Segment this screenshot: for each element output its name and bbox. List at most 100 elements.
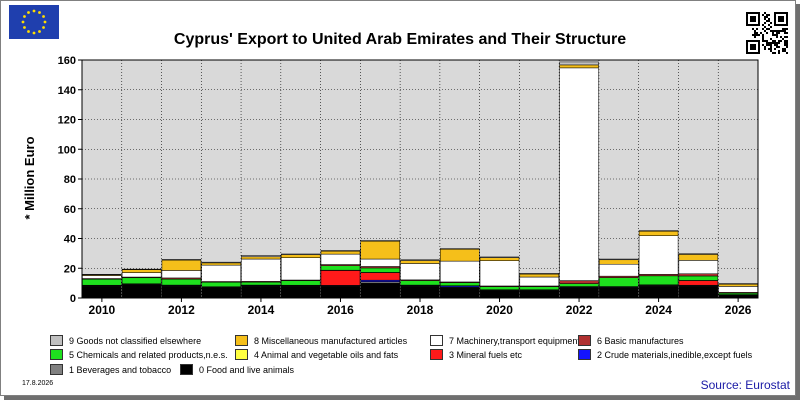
y-tick-label: 120 [58,115,76,127]
bar-segment [400,260,440,264]
chart-title: Cyprus' Export to United Arab Emirates a… [173,31,627,48]
bar-segment [519,286,560,290]
bar-segment [599,263,639,277]
x-tick-label: 2012 [168,303,195,317]
bar-segment [638,285,679,299]
bar-segment [678,275,719,281]
bar-segment [82,275,122,279]
bar-segment [599,277,639,287]
flag-star [23,26,26,29]
y-tick-label: 140 [58,85,76,97]
bar-segment [280,285,321,299]
bar-segment [241,255,281,258]
bar-segment [678,280,719,286]
bar-segment [599,287,639,299]
bar-segment [320,270,361,286]
bar-segment [161,270,202,279]
bar-segment [121,269,162,273]
bar-segment [320,265,361,271]
bar-segment [320,250,361,252]
bar-segment [638,275,679,286]
bar-segment [82,279,122,286]
bar-segment [360,240,400,242]
bar-segment [121,277,162,284]
x-tick-label: 2024 [645,303,672,317]
x-tick-label: 2016 [327,303,354,317]
bar-segment [479,260,520,287]
flag-star [42,26,45,29]
bar-segment [440,248,480,262]
flag-star [27,30,30,33]
flag-star [43,20,47,24]
date-stamp: 17.8.2026 [22,380,54,387]
bar-segment [360,282,400,299]
bar-segment [718,286,758,293]
bar-segment [241,285,281,299]
bar-segment [678,273,719,277]
bar-segment [161,285,202,299]
bar-segment [479,286,520,290]
bar-segment [201,264,241,282]
bar-segment [440,260,480,283]
x-tick-label: 2026 [725,303,752,317]
bar-segment [519,290,560,299]
bar-segment [280,280,321,286]
bar-segment [479,290,520,299]
x-tick-label: 2020 [486,303,513,317]
bar-segment [479,256,520,258]
bar-segment [161,259,202,261]
bar-segment [280,253,321,255]
bar-segment [280,257,321,281]
bar-segment [440,248,480,250]
x-tick-label: 2014 [248,303,275,317]
x-tick-label: 2010 [89,303,116,317]
y-tick-label: 160 [58,55,76,67]
bar-segment [519,273,560,278]
bar-segment [400,280,440,286]
y-tick-label: 100 [58,144,76,156]
bar-segment [161,259,202,271]
bar-segment [360,267,400,273]
bar-segment [638,230,679,232]
bar-segment [320,285,361,299]
bar-segment [479,257,520,261]
bar-segment [599,259,639,265]
bar-segment [201,281,241,287]
bar-segment [559,67,599,281]
bar-segment [718,294,758,299]
y-tick-label: 0 [70,293,76,305]
bar-segment [559,283,599,287]
flag-star [32,9,36,13]
bar-segment [121,272,162,278]
flag-star [38,30,41,33]
bar-segment [638,230,679,236]
bar-segment [718,283,758,287]
flag-star [27,11,30,14]
bar-segment [241,258,281,282]
y-tick-label: 60 [64,204,76,216]
bar-segment [559,64,599,69]
y-tick-label: 40 [64,234,76,246]
flag-star [32,31,36,35]
bar-segment [201,262,241,266]
bar-segment [280,254,321,258]
bar-segment [559,287,599,299]
flag-star [38,11,41,14]
bar-segment [678,260,719,275]
bar-segment [718,283,758,285]
bar-segment [559,61,599,66]
bar-segment [519,276,560,287]
y-tick-label: 20 [64,263,76,275]
y-tick-label: 80 [64,174,76,186]
flag-star [23,15,26,18]
bar-segment [201,287,241,299]
bar-segment [161,278,202,286]
bar-segment [360,258,400,267]
bar-segment [678,254,719,261]
bar-segment [519,273,560,275]
bar-segment [559,280,599,284]
source-link[interactable]: Source: Eurostat [700,378,790,392]
bar-segment [241,256,281,260]
bar-segment [320,253,361,265]
